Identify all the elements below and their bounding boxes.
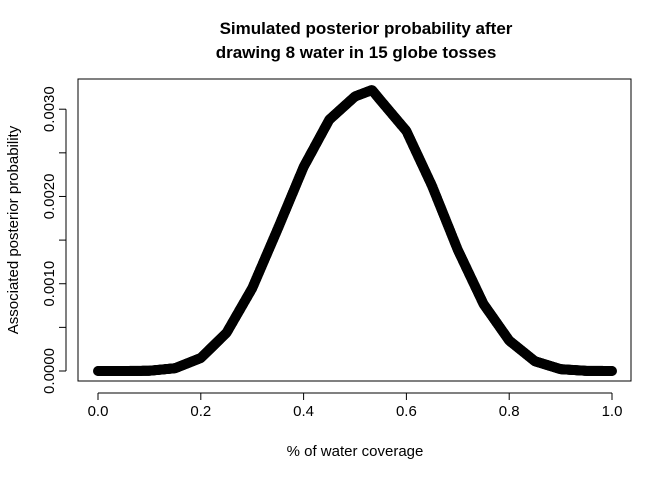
x-tick-label: 1.0 <box>602 403 623 420</box>
y-axis-label: Associated posterior probability <box>5 125 22 334</box>
chart-title-line-1: Simulated posterior probability after <box>220 19 513 38</box>
plot-points <box>93 85 617 376</box>
x-tick-label: 0.6 <box>396 403 417 420</box>
y-axis: 0.0000 0.0010 0.0020 0.0030 <box>41 86 67 394</box>
x-tick-label: 0.2 <box>190 403 211 420</box>
y-tick-label: 0.0010 <box>41 261 58 307</box>
x-tick-label: 0.0 <box>88 403 109 420</box>
data-point <box>606 365 617 376</box>
x-axis: 0.0 0.2 0.4 0.6 0.8 1.0 <box>88 392 623 420</box>
x-tick-label: 0.4 <box>293 403 314 420</box>
x-tick-label: 0.8 <box>499 403 520 420</box>
chart-title-line-2: drawing 8 water in 15 globe tosses <box>216 43 497 62</box>
y-tick-label: 0.0030 <box>41 86 58 132</box>
x-axis-label: % of water coverage <box>287 443 424 460</box>
y-tick-label: 0.0000 <box>41 348 58 394</box>
plot-frame <box>77 78 632 382</box>
y-tick-label: 0.0020 <box>41 174 58 220</box>
